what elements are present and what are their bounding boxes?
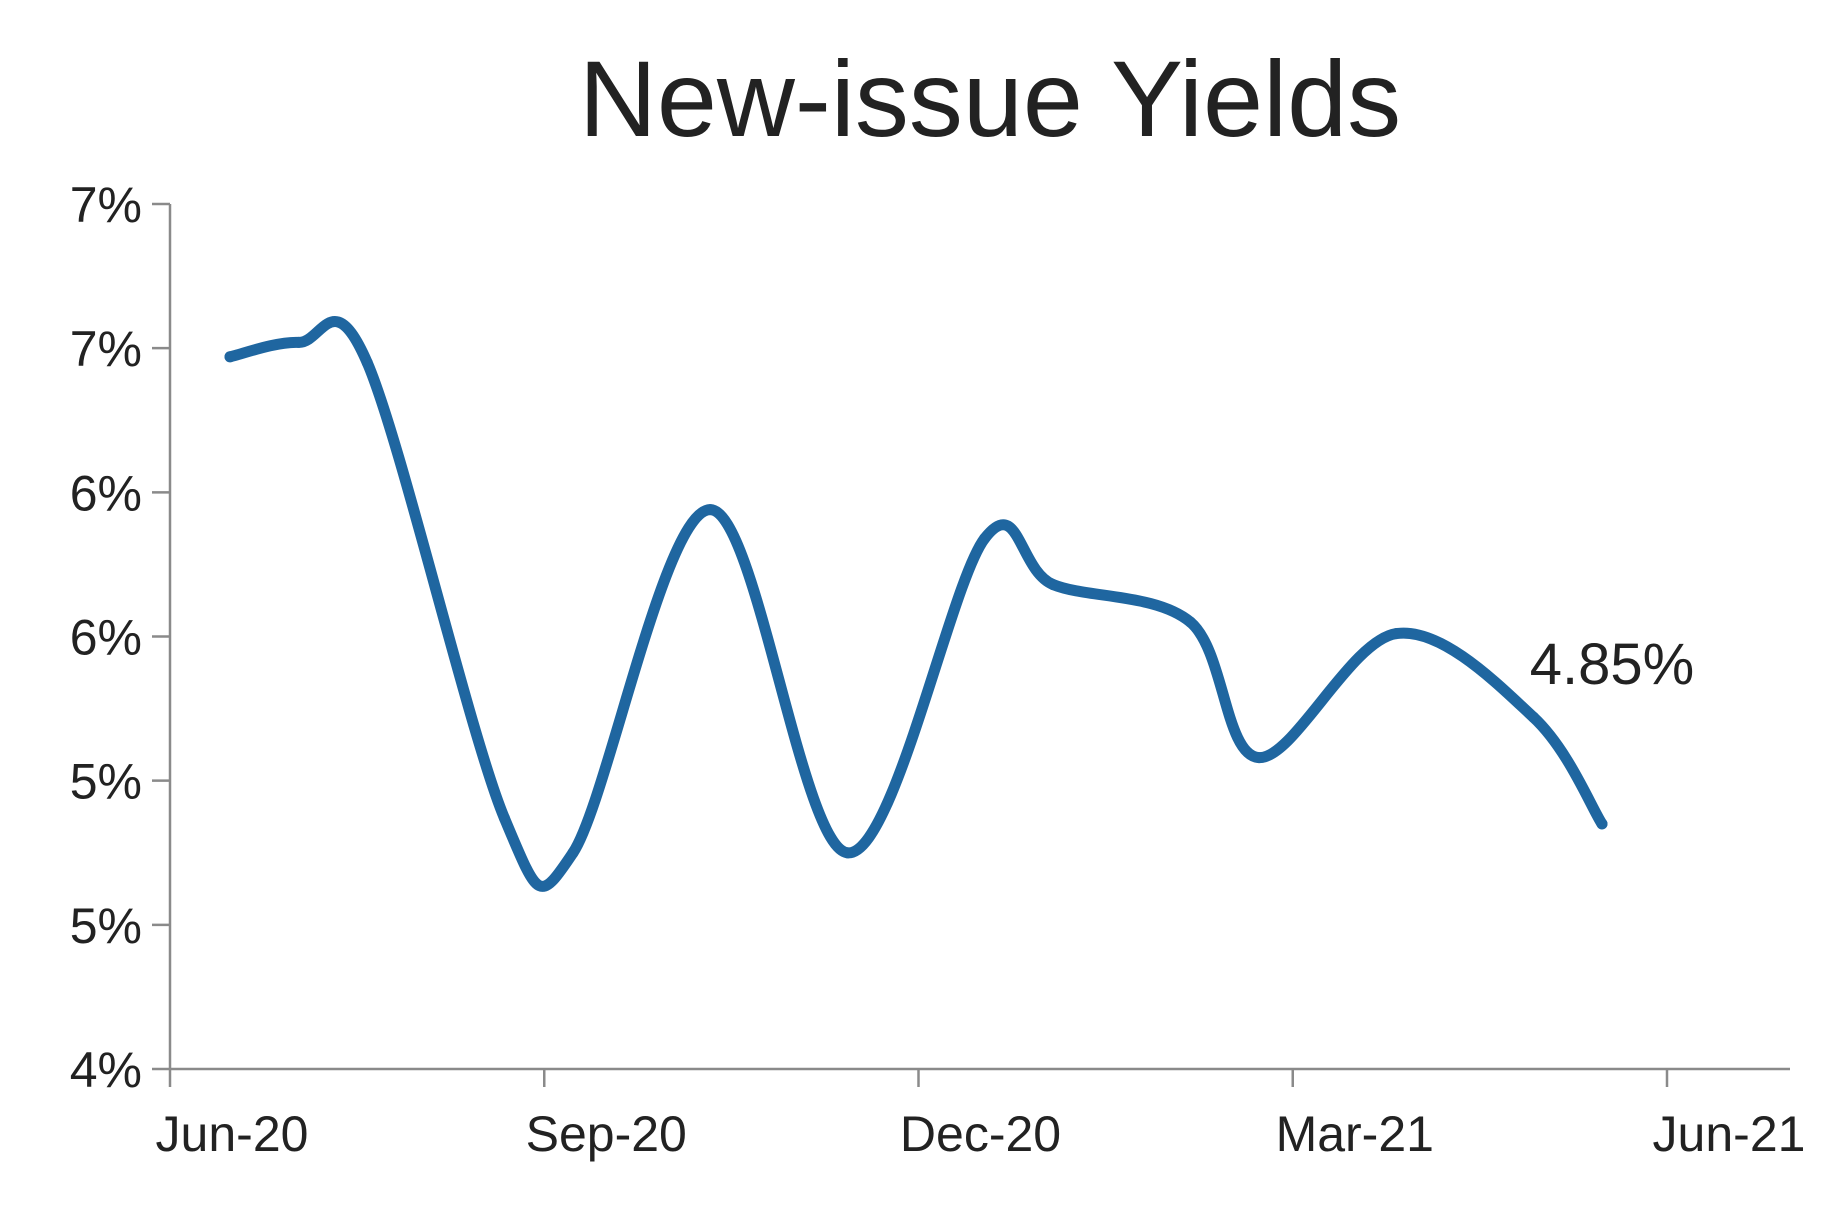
series-point (704, 504, 716, 516)
y-tick-label: 6% (70, 610, 142, 666)
series-point (361, 357, 373, 369)
series-point (498, 812, 510, 824)
x-tick-label: Dec-20 (900, 1106, 1061, 1162)
series-point (293, 336, 305, 348)
series-point (1253, 752, 1265, 764)
series-point (979, 533, 991, 544)
x-tick-label: Mar-21 (1276, 1106, 1434, 1162)
y-tick-label: 6% (70, 465, 142, 521)
series-point (1047, 579, 1059, 591)
series-point (841, 847, 853, 859)
x-axis-ticks: Jun-20 Sep-20 Dec-20 Mar-21 Jun-21 (156, 1069, 1806, 1162)
x-tick-label: Jun-21 (1653, 1106, 1806, 1162)
x-tick-label: Sep-20 (526, 1106, 687, 1162)
chart-title: New-issue Yields (579, 38, 1401, 159)
series-point (224, 351, 236, 363)
y-tick-label: 7% (70, 321, 142, 377)
y-tick-label: 7% (70, 177, 142, 233)
y-tick-label: 5% (70, 754, 142, 810)
end-value-annotation: 4.85% (1530, 632, 1694, 697)
series-point (1596, 818, 1608, 830)
series-point (1184, 616, 1196, 628)
series-points (224, 336, 1608, 859)
y-tick-label: 5% (70, 898, 142, 954)
y-axis-ticks: 4% 5% 5% 6% 6% 7% 7% (70, 177, 170, 1098)
series-point (1527, 711, 1539, 723)
x-tick-label: Jun-20 (156, 1106, 309, 1162)
y-tick-label: 4% (70, 1042, 142, 1098)
series-line (224, 316, 1608, 892)
series-point (567, 847, 579, 859)
series-point (1390, 628, 1402, 640)
